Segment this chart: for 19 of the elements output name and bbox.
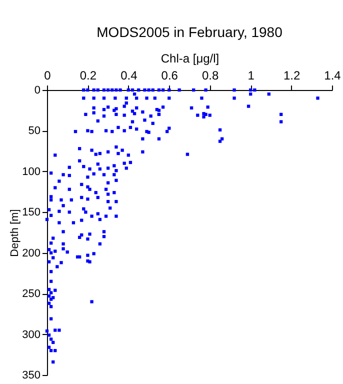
x-tick-label: 0.4 [120, 68, 138, 82]
y-tick-label: 250 [22, 288, 40, 300]
y-axis-title: Depth [m] [9, 209, 22, 257]
x-tick-label: 1.2 [283, 68, 300, 82]
y-tick-label: 0 [34, 84, 40, 96]
chart-title: MODS2005 in February, 1980 [96, 24, 283, 40]
y-tick-label: 200 [22, 247, 40, 260]
x-tick-label: 1.4 [324, 68, 342, 82]
x-axis-title: Chl-a [μg/l] [160, 52, 220, 66]
y-tick-label: 350 [22, 370, 40, 382]
x-tick-label: 0.2 [80, 68, 97, 82]
y-tick-label: 150 [22, 206, 40, 219]
x-tick-label: 0 [44, 68, 52, 82]
x-tick-label: 0.8 [202, 68, 220, 82]
y-tick-label: 50 [28, 125, 40, 138]
x-tick-label: 1 [248, 68, 255, 82]
x-tick-label: 0.6 [161, 68, 178, 82]
y-tick-label: 300 [22, 328, 40, 341]
y-tick-label: 100 [22, 166, 40, 178]
